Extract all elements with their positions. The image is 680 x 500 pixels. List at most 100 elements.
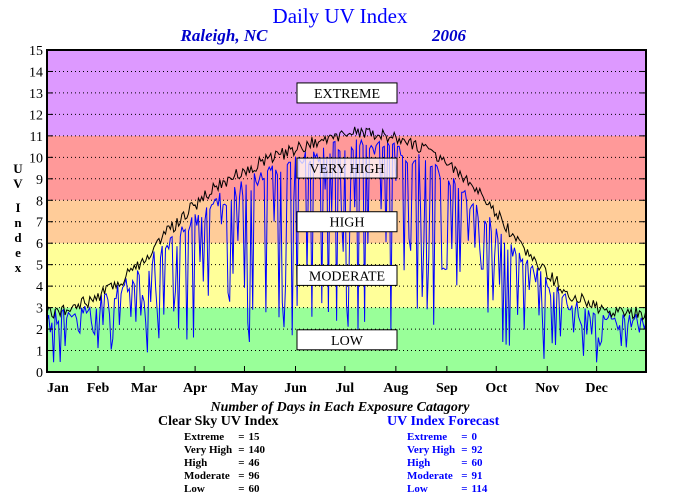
y-tick-label: 1 (36, 345, 43, 360)
x-tick-label: Oct (485, 381, 507, 396)
chart-year: 2006 (431, 26, 467, 45)
category-label: Low (184, 483, 205, 495)
x-tick-label: Aug (383, 381, 408, 396)
clear-sky-title: Clear Sky UV Index (158, 414, 279, 429)
clear-sky-table: Extreme = 15 Very High = 140 High = 46 Moderat… (184, 431, 265, 496)
table-row: Moderate = 96 (184, 470, 265, 483)
y-tick-label: 15 (29, 44, 43, 59)
category-label: Extreme (407, 431, 448, 443)
category-label: High (407, 457, 431, 469)
category-count: 46 (248, 457, 260, 469)
y-axis-label-char: I (15, 200, 20, 215)
equals-sign: = (238, 444, 245, 456)
chart-location: Raleigh, NC (180, 26, 269, 45)
y-tick-label: 9 (36, 173, 43, 188)
category-count: 96 (248, 470, 260, 482)
y-axis-label-char: d (14, 230, 22, 245)
category-label: High (184, 457, 208, 469)
y-axis-label-char: V (13, 176, 23, 191)
forecast-title: UV Index Forecast (387, 414, 500, 429)
equals-sign: = (461, 457, 468, 469)
equals-sign: = (461, 483, 468, 495)
equals-sign: = (238, 457, 245, 469)
plot-frame (46, 49, 647, 373)
x-tick-label: Dec (585, 381, 608, 396)
table-row: Extreme = 0 (407, 431, 487, 444)
category-count: 0 (471, 431, 477, 443)
category-label: Moderate (184, 470, 230, 482)
band-label-box-very-high (296, 157, 398, 179)
y-tick-label: 7 (36, 216, 43, 231)
equals-sign: = (238, 483, 245, 495)
table-row: Very High = 140 (184, 444, 265, 457)
category-label: Low (407, 483, 428, 495)
category-count: 114 (471, 483, 488, 495)
category-label: Very High (184, 444, 233, 456)
table-row: Low = 114 (407, 483, 487, 496)
x-tick-label: Sep (436, 381, 458, 396)
band-label-moderate: MODERATE (309, 269, 385, 284)
band-label-low: LOW (331, 334, 364, 349)
band-label-box-moderate (296, 264, 398, 286)
category-label: Extreme (184, 431, 225, 443)
x-tick-label: Jun (284, 381, 307, 396)
y-tick-label: 14 (29, 65, 43, 80)
x-tick-label: Feb (87, 381, 110, 396)
y-tick-label: 0 (36, 366, 43, 381)
series-line-forecast (46, 138, 647, 363)
category-count: 92 (471, 444, 483, 456)
x-tick-label: Nov (535, 381, 559, 396)
x-tick-label: Mar (131, 381, 157, 396)
x-tick-labels: Jan Feb Mar Apr May Jun Jul Aug Sep Oct Nov Dec (47, 381, 608, 396)
counts-title: Number of Days in Each Exposure Catagory (210, 400, 470, 415)
y-tick-label: 8 (36, 194, 43, 209)
clear-sky-counts: Clear Sky UV Index Extreme = 15 Very High =… (158, 414, 278, 496)
category-count: 91 (471, 470, 483, 482)
x-tick-label: May (231, 381, 258, 396)
band-label-extreme: EXTREME (314, 87, 380, 102)
category-label: Very High (407, 444, 456, 456)
band-labels: LOW MODERATE HIGH VERY HIGH EXTREME (296, 82, 398, 351)
equals-sign: = (461, 470, 468, 482)
series-line-clear-sky (46, 126, 647, 321)
equals-sign: = (238, 470, 245, 482)
category-count: 140 (248, 444, 265, 456)
band-label-very-high: VERY HIGH (309, 162, 384, 177)
category-count: 60 (248, 483, 260, 495)
y-tick-label: 10 (29, 151, 43, 166)
table-row: Very High = 92 (407, 444, 487, 457)
table-row: High = 60 (407, 457, 487, 470)
equals-sign: = (461, 431, 468, 443)
y-axis-label-char: x (15, 260, 22, 275)
series-lines (46, 126, 647, 363)
equals-sign: = (461, 444, 468, 456)
y-axis-label-char: n (14, 215, 22, 230)
table-row: Extreme = 15 (184, 431, 265, 444)
y-tick-label: 11 (30, 130, 43, 145)
table-row: Moderate = 91 (407, 470, 487, 483)
x-tick-label: Jan (47, 381, 69, 396)
forecast-counts: UV Index Forecast Extreme = 0 Very High = 92… (387, 414, 499, 496)
x-tick-label: Apr (183, 381, 207, 396)
category-count: 60 (471, 457, 483, 469)
axes (46, 49, 647, 373)
band-label-box-extreme (296, 82, 398, 104)
category-label: Moderate (407, 470, 453, 482)
y-tick-label: 6 (36, 237, 43, 252)
band-label-box-high (296, 211, 398, 233)
chart-title: Daily UV Index (273, 4, 408, 28)
uv-chart: Daily UV Index Raleigh, NC 2006 LOW MODER… (13, 4, 647, 396)
equals-sign: = (238, 431, 245, 443)
y-tick-label: 2 (36, 323, 43, 338)
y-tick-label: 4 (36, 280, 43, 295)
table-row: Low = 60 (184, 483, 265, 496)
band-label-high: HIGH (330, 216, 365, 231)
band-label-box-low (296, 329, 398, 351)
y-tick-label: 5 (36, 259, 43, 274)
category-count: 15 (248, 431, 260, 443)
y-tick-label: 12 (29, 108, 43, 123)
y-tick-label: 13 (29, 87, 43, 102)
y-axis-label-char: U (13, 161, 23, 176)
